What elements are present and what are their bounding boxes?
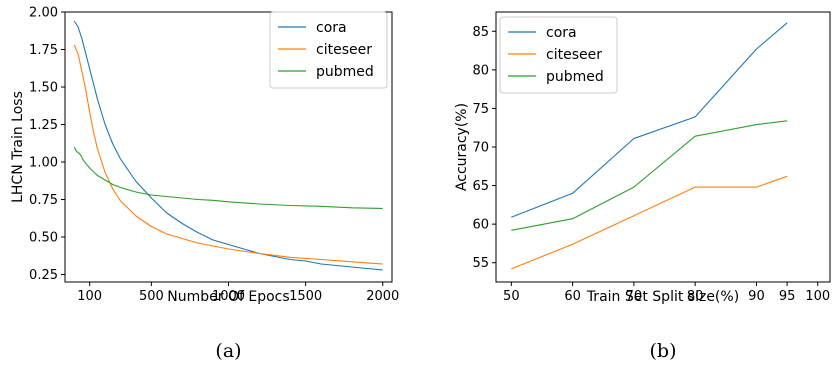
y-tick-label: 1.75 [29, 43, 58, 58]
x-tick-label: 70 [626, 289, 643, 304]
x-tick-label: 100 [805, 289, 830, 304]
legend-label: pubmed [546, 69, 604, 85]
x-tick-label: 90 [748, 289, 765, 304]
x-tick-label: 500 [139, 289, 164, 304]
legend-label: citeseer [546, 47, 602, 63]
series-line-cora [511, 22, 788, 218]
x-tick-label: 1500 [289, 289, 322, 304]
series-line-citeseer [73, 44, 383, 265]
legend-box [499, 16, 618, 94]
legend-box [269, 11, 388, 89]
figure-caption: (a) [215, 340, 241, 362]
series-line-cora [73, 20, 383, 271]
y-tick-label: 0.75 [29, 193, 58, 208]
y-tick-label: 85 [472, 25, 489, 40]
y-tick-label: 1.50 [29, 81, 58, 96]
x-tick-label: 1000 [212, 289, 245, 304]
series-line-pubmed [73, 146, 383, 210]
y-tick-label: 55 [472, 256, 489, 271]
chart-a-train-loss: 100 500 1000 1500 2000 0.25 0.50 0.75 1.00 1.25 1.… [10, 6, 399, 363]
x-tick-label: 50 [503, 289, 520, 304]
legend-label: cora [316, 20, 347, 36]
x-axis-label: Train Set Split size(%) [586, 289, 739, 305]
x-tick-label: 60 [564, 289, 581, 304]
y-tick-label: 1.00 [29, 156, 58, 171]
y-axis-label: LHCN Train Loss [10, 91, 26, 203]
y-tick-label: 0.25 [29, 268, 58, 283]
legend-label: pubmed [316, 64, 374, 80]
y-tick-label: 2.00 [29, 6, 58, 21]
x-tick-label: 2000 [366, 289, 399, 304]
y-tick-label: 75 [472, 102, 489, 117]
x-tick-label: 80 [687, 289, 704, 304]
y-tick-label: 80 [472, 63, 489, 78]
y-tick-label: 60 [472, 218, 489, 233]
x-tick-label: 95 [779, 289, 796, 304]
y-axis-label: Accuracy(%) [454, 103, 470, 191]
y-tick-label: 65 [472, 179, 489, 194]
y-tick-label: 70 [472, 141, 489, 156]
legend-label: cora [546, 25, 577, 41]
x-tick-label: 100 [77, 289, 102, 304]
series-line-citeseer [511, 175, 788, 270]
y-tick-label: 0.50 [29, 231, 58, 246]
series-line-pubmed [511, 120, 788, 231]
figure-caption: (b) [650, 340, 677, 362]
y-tick-label: 1.25 [29, 118, 58, 133]
legend-label: citeseer [316, 42, 372, 58]
chart-b-accuracy: 50 60 70 80 90 95 100 55 60 65 70 75 80 85 Train Set S… [454, 11, 831, 362]
x-axis-label: Number Of Epocs [167, 289, 289, 305]
